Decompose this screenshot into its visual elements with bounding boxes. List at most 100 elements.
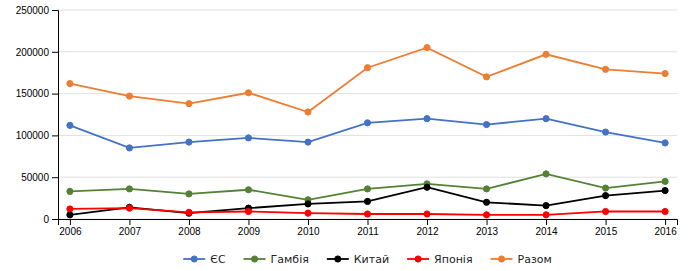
x-axis: 2006 2007 2008 2009 2010 2011 2012 2013 2014 2015…	[59, 219, 678, 237]
data-point	[602, 129, 608, 135]
data-point	[245, 90, 251, 96]
y-tick: 0	[43, 214, 58, 225]
data-point	[662, 208, 668, 214]
chart: 2006 2007 2008 2009 2010 2011 2012 2013 2014 2015…	[0, 0, 695, 271]
data-point	[662, 178, 668, 184]
x-tick-mark	[665, 219, 666, 225]
data-point	[67, 188, 73, 194]
data-point	[126, 205, 132, 211]
data-point	[483, 121, 489, 127]
x-tick: 2008	[178, 219, 201, 237]
data-point	[602, 208, 608, 214]
data-point	[67, 206, 73, 212]
data-point	[186, 101, 192, 107]
data-point	[67, 212, 73, 218]
x-tick-label: 2008	[178, 226, 201, 237]
x-tick: 2006	[59, 219, 82, 237]
y-tick: 50000	[21, 172, 58, 183]
data-point	[543, 171, 549, 177]
data-point	[305, 109, 311, 115]
x-tick-mark	[248, 219, 249, 225]
y-tick-mark	[52, 135, 58, 136]
y-tick-mark	[52, 52, 58, 53]
grid-line	[58, 135, 677, 136]
data-point	[186, 210, 192, 216]
data-point	[543, 51, 549, 57]
y-tick-label: 200000	[16, 47, 50, 58]
legend-item: Японія	[407, 253, 472, 266]
y-tick: 250000	[16, 5, 58, 16]
x-tick-mark	[189, 219, 190, 225]
data-point	[662, 187, 668, 193]
data-point	[126, 93, 132, 99]
legend-marker	[415, 256, 421, 262]
data-point	[186, 209, 192, 215]
x-tick-label: 2013	[476, 226, 499, 237]
x-tick-label: 2016	[654, 226, 677, 237]
data-point	[245, 187, 251, 193]
legend-label: Разом	[518, 253, 552, 266]
data-point	[483, 199, 489, 205]
legend-marker	[498, 256, 504, 262]
data-point	[662, 70, 668, 76]
x-tick-label: 2015	[595, 226, 618, 237]
x-tick-mark	[427, 219, 428, 225]
legend: ЄСГамбіяКитайЯпоніяРазом	[183, 253, 552, 266]
data-point	[364, 186, 370, 192]
data-point	[483, 74, 489, 80]
series	[67, 184, 668, 218]
data-point	[483, 212, 489, 218]
legend-label: Китай	[354, 253, 389, 266]
data-point	[67, 122, 73, 128]
y-tick-mark	[52, 94, 58, 95]
data-point	[483, 186, 489, 192]
data-point	[305, 210, 311, 216]
x-tick-mark	[129, 219, 130, 225]
x-tick: 2014	[535, 219, 558, 237]
legend-marker	[252, 256, 258, 262]
data-point	[543, 116, 549, 122]
x-tick-mark	[368, 219, 369, 225]
x-tick: 2009	[238, 219, 261, 237]
data-point	[305, 201, 311, 207]
legend-item: Разом	[491, 253, 552, 266]
data-point	[245, 208, 251, 214]
data-point	[602, 193, 608, 199]
x-tick-mark	[308, 219, 309, 225]
x-tick: 2011	[357, 219, 379, 237]
series-line	[70, 119, 665, 148]
y-tick-label: 250000	[16, 5, 50, 16]
data-point	[602, 185, 608, 191]
data-point	[245, 135, 251, 141]
data-point	[364, 211, 370, 217]
x-tick-label: 2007	[119, 226, 142, 237]
x-tick: 2007	[119, 219, 142, 237]
grid	[58, 10, 677, 219]
x-tick-label: 2011	[357, 226, 379, 237]
data-point	[602, 66, 608, 72]
grid-line	[58, 93, 677, 94]
plot-area: 2006 2007 2008 2009 2010 2011 2012 2013 2014 2015…	[16, 5, 678, 237]
y-axis: 050000100000150000200000250000	[16, 5, 59, 225]
data-point	[543, 212, 549, 218]
x-axis-line	[59, 220, 678, 226]
legend-marker	[335, 256, 341, 262]
legend-item: Китай	[327, 253, 389, 266]
data-point	[424, 184, 430, 190]
x-tick-label: 2012	[416, 226, 439, 237]
legend-item: Гамбія	[244, 253, 309, 266]
data-point	[424, 116, 430, 122]
data-point	[424, 45, 430, 51]
y-tick-label: 150000	[16, 88, 50, 99]
y-tick-mark	[52, 177, 58, 178]
legend-marker	[191, 256, 197, 262]
data-point	[126, 145, 132, 151]
legend-label: Японія	[434, 253, 472, 266]
series	[67, 45, 668, 116]
y-tick-label: 50000	[21, 172, 49, 183]
data-point	[305, 139, 311, 145]
data-point	[186, 191, 192, 197]
series	[67, 205, 668, 218]
x-tick: 2010	[297, 219, 320, 237]
series	[67, 116, 668, 151]
